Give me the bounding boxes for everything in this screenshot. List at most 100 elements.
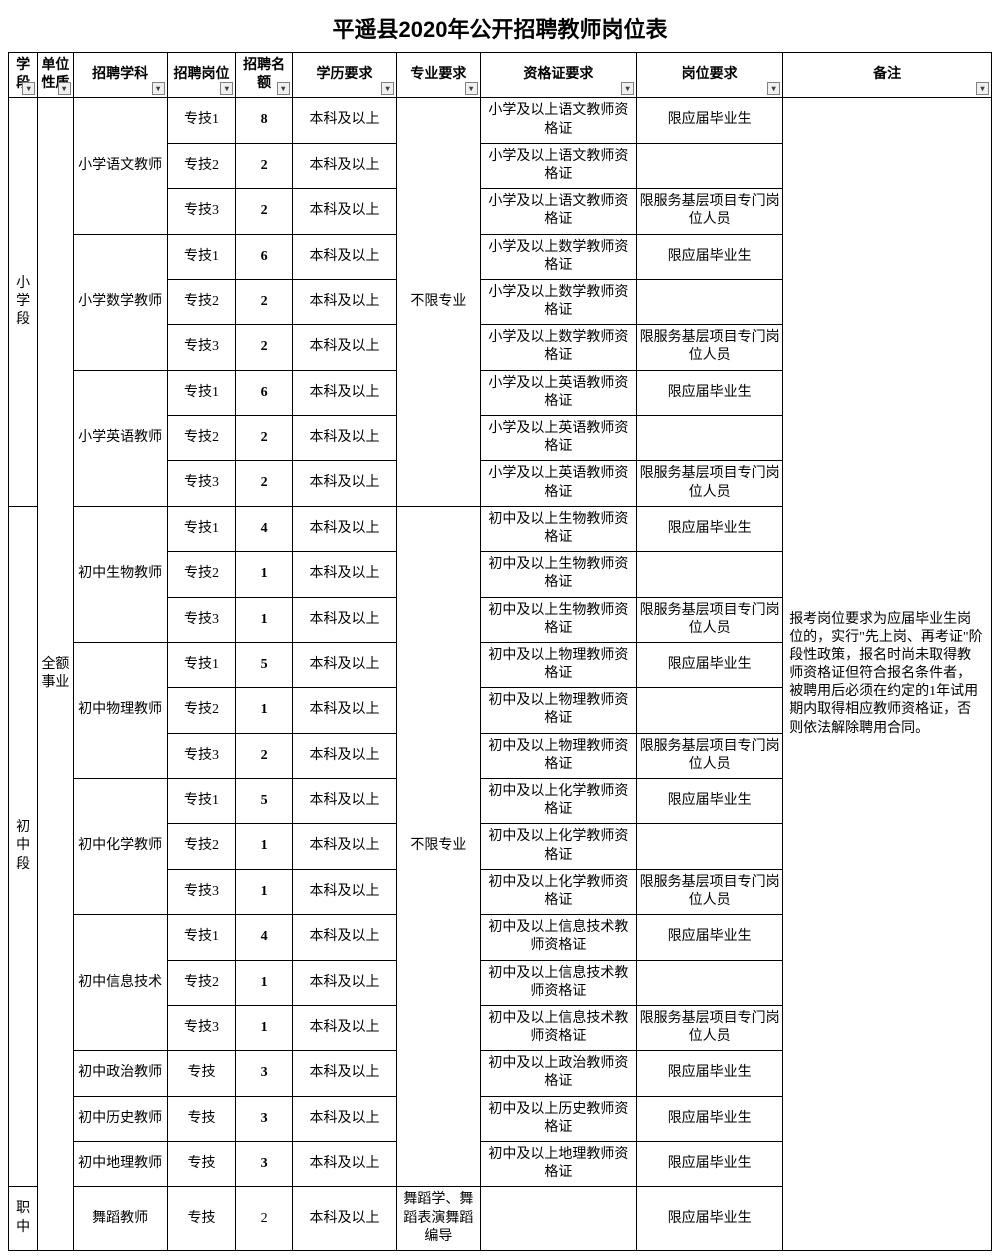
- filter-icon[interactable]: ▾: [465, 82, 478, 95]
- cell-cert: 小学及以上数学教师资格证: [480, 325, 637, 370]
- cell-cert: [480, 1187, 637, 1251]
- col-unit[interactable]: 单位性质▾: [38, 53, 73, 98]
- cell-quota: 6: [236, 234, 292, 279]
- cell-cert: 小学及以上语文教师资格证: [480, 189, 637, 234]
- cell-cert: 小学及以上语文教师资格证: [480, 98, 637, 143]
- col-post[interactable]: 招聘岗位▾: [167, 53, 236, 98]
- cell-cert: 小学及以上数学教师资格证: [480, 279, 637, 324]
- cell-post: 专技1: [167, 506, 236, 551]
- cell-cert: 初中及以上化学教师资格证: [480, 824, 637, 869]
- cell-posreq: [637, 552, 783, 597]
- cell-quota: 2: [236, 143, 292, 188]
- cell-cert: 初中及以上生物教师资格证: [480, 597, 637, 642]
- cell-post: 专技2: [167, 416, 236, 461]
- cell-posreq: 限应届毕业生: [637, 506, 783, 551]
- cell-posreq: 限应届毕业生: [637, 98, 783, 143]
- cell-post: 专技1: [167, 915, 236, 960]
- cell-posreq: [637, 824, 783, 869]
- cell-quota: 5: [236, 642, 292, 687]
- cell-posreq: [637, 960, 783, 1005]
- col-note-label: 备注: [873, 67, 901, 82]
- cell-edu: 本科及以上: [292, 597, 396, 642]
- cell-major: 舞蹈学、舞蹈表演舞蹈编导: [397, 1187, 480, 1251]
- cell-quota: 2: [236, 461, 292, 506]
- header-row: 学段▾ 单位性质▾ 招聘学科▾ 招聘岗位▾ 招聘名额▾ 学历要求▾ 专业要求▾ …: [9, 53, 992, 98]
- cell-post: 专技3: [167, 869, 236, 914]
- cell-post: 专技1: [167, 370, 236, 415]
- col-cert-label: 资格证要求: [523, 67, 593, 82]
- cell-quota: 8: [236, 98, 292, 143]
- cell-post: 专技2: [167, 279, 236, 324]
- cell-quota: 1: [236, 824, 292, 869]
- cell-posreq: 限服务基层项目专门岗位人员: [637, 1005, 783, 1050]
- cell-post: 专技1: [167, 98, 236, 143]
- cell-posreq: [637, 688, 783, 733]
- col-stage[interactable]: 学段▾: [9, 53, 38, 98]
- col-major-label: 专业要求: [410, 67, 466, 82]
- col-note[interactable]: 备注 ▾: [783, 53, 992, 98]
- filter-icon[interactable]: ▾: [621, 82, 634, 95]
- cell-quota: 1: [236, 552, 292, 597]
- cell-subject: 初中信息技术: [73, 915, 167, 1051]
- cell-posreq: 限应届毕业生: [637, 370, 783, 415]
- cell-post: 专技2: [167, 552, 236, 597]
- col-edu[interactable]: 学历要求▾: [292, 53, 396, 98]
- cell-subject: 初中生物教师: [73, 506, 167, 642]
- cell-edu: 本科及以上: [292, 1096, 396, 1141]
- cell-cert: 小学及以上语文教师资格证: [480, 143, 637, 188]
- col-posreq-label: 岗位要求: [682, 67, 738, 82]
- filter-icon[interactable]: ▾: [767, 82, 780, 95]
- cell-cert: 初中及以上信息技术教师资格证: [480, 960, 637, 1005]
- cell-cert: 小学及以上英语教师资格证: [480, 461, 637, 506]
- cell-posreq: 限服务基层项目专门岗位人员: [637, 461, 783, 506]
- cell-cert: 初中及以上生物教师资格证: [480, 552, 637, 597]
- cell-quota: 1: [236, 1005, 292, 1050]
- cell-edu: 本科及以上: [292, 143, 396, 188]
- cell-cert: 初中及以上化学教师资格证: [480, 779, 637, 824]
- col-quota[interactable]: 招聘名额▾: [236, 53, 292, 98]
- col-subject[interactable]: 招聘学科▾: [73, 53, 167, 98]
- filter-icon[interactable]: ▾: [22, 82, 35, 95]
- cell-posreq: [637, 143, 783, 188]
- cell-edu: 本科及以上: [292, 733, 396, 778]
- cell-edu: 本科及以上: [292, 1051, 396, 1096]
- cell-edu: 本科及以上: [292, 915, 396, 960]
- filter-icon[interactable]: ▾: [277, 82, 290, 95]
- filter-icon[interactable]: ▾: [58, 82, 71, 95]
- cell-subject: 舞蹈教师: [73, 1187, 167, 1251]
- cell-edu: 本科及以上: [292, 1142, 396, 1187]
- page-title: 平遥县2020年公开招聘教师岗位表: [8, 12, 992, 44]
- col-posreq[interactable]: 岗位要求 ▾: [637, 53, 783, 98]
- cell-post: 专技3: [167, 733, 236, 778]
- cell-post: 专技2: [167, 960, 236, 1005]
- cell-cert: 初中及以上物理教师资格证: [480, 642, 637, 687]
- filter-icon[interactable]: ▾: [381, 82, 394, 95]
- filter-icon[interactable]: ▾: [976, 82, 989, 95]
- col-major[interactable]: 专业要求▾: [397, 53, 480, 98]
- cell-posreq: 限应届毕业生: [637, 915, 783, 960]
- cell-quota: 1: [236, 869, 292, 914]
- cell-post: 专技2: [167, 688, 236, 733]
- cell-quota: 2: [236, 1187, 292, 1251]
- cell-post: 专技1: [167, 779, 236, 824]
- cell-post: 专技2: [167, 824, 236, 869]
- cell-cert: 小学及以上英语教师资格证: [480, 416, 637, 461]
- cell-quota: 1: [236, 688, 292, 733]
- cell-edu: 本科及以上: [292, 642, 396, 687]
- cell-post: 专技: [167, 1142, 236, 1187]
- cell-post: 专技: [167, 1187, 236, 1251]
- cell-cert: 初中及以上生物教师资格证: [480, 506, 637, 551]
- cell-posreq: 限应届毕业生: [637, 1142, 783, 1187]
- cell-edu: 本科及以上: [292, 1005, 396, 1050]
- filter-icon[interactable]: ▾: [152, 82, 165, 95]
- col-cert[interactable]: 资格证要求 ▾: [480, 53, 637, 98]
- cell-subject: 初中地理教师: [73, 1142, 167, 1187]
- table-row: 小学段 全额事业 小学语文教师 专技1 8 本科及以上 不限专业 小学及以上语文…: [9, 98, 992, 143]
- filter-icon[interactable]: ▾: [220, 82, 233, 95]
- cell-posreq: 限服务基层项目专门岗位人员: [637, 325, 783, 370]
- cell-edu: 本科及以上: [292, 552, 396, 597]
- cell-subject: 初中物理教师: [73, 642, 167, 778]
- cell-posreq: 限服务基层项目专门岗位人员: [637, 869, 783, 914]
- cell-quota: 3: [236, 1142, 292, 1187]
- positions-table: 学段▾ 单位性质▾ 招聘学科▾ 招聘岗位▾ 招聘名额▾ 学历要求▾ 专业要求▾ …: [8, 52, 992, 1251]
